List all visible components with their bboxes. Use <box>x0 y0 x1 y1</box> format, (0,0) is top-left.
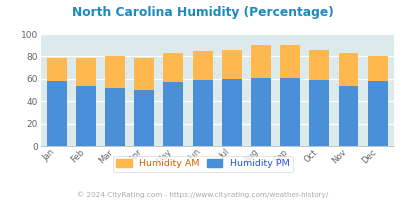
Bar <box>76 58 96 86</box>
Bar <box>367 81 387 146</box>
Bar <box>163 53 183 82</box>
Text: North Carolina Humidity (Percentage): North Carolina Humidity (Percentage) <box>72 6 333 19</box>
Bar <box>47 58 66 81</box>
Bar <box>47 81 66 146</box>
Bar <box>279 45 299 78</box>
Bar <box>338 53 358 86</box>
Bar <box>134 58 154 90</box>
Bar <box>309 50 328 80</box>
Bar <box>250 78 270 146</box>
Bar <box>192 80 212 146</box>
Bar <box>105 88 125 146</box>
Bar <box>338 86 358 146</box>
Bar <box>222 79 241 146</box>
Bar <box>134 90 154 146</box>
Bar <box>367 56 387 81</box>
Bar <box>222 50 241 79</box>
Bar <box>279 78 299 146</box>
Text: © 2024 CityRating.com - https://www.cityrating.com/weather-history/: © 2024 CityRating.com - https://www.city… <box>77 191 328 198</box>
Legend: Humidity AM, Humidity PM: Humidity AM, Humidity PM <box>112 156 293 172</box>
Bar <box>192 51 212 80</box>
Bar <box>250 45 270 78</box>
Bar <box>309 80 328 146</box>
Bar <box>163 82 183 146</box>
Bar <box>76 86 96 146</box>
Bar <box>105 56 125 88</box>
